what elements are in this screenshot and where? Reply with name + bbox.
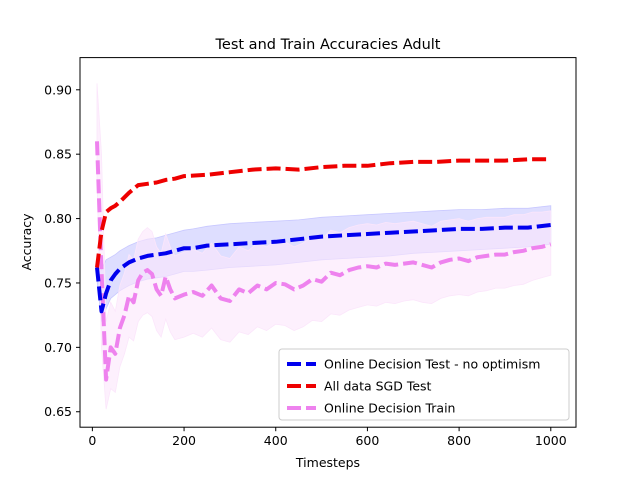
- legend-label-2: Online Decision Train: [324, 401, 455, 416]
- legend-label-0: Online Decision Test - no optimism: [324, 357, 540, 372]
- x-tick-label: 600: [355, 433, 379, 448]
- y-axis-ticks: 0.65 0.70 0.75 0.80 0.85 0.90: [44, 82, 80, 419]
- x-tick-label: 0: [88, 433, 96, 448]
- plot-frame: [79, 57, 577, 428]
- line-series-2: [95, 141, 552, 382]
- x-tick-label: 400: [264, 433, 288, 448]
- legend-box: [278, 348, 570, 421]
- x-axis-label: Timesteps: [295, 455, 360, 470]
- y-tick-label: 0.90: [44, 82, 72, 97]
- y-axis-label: Accuracy: [19, 213, 34, 271]
- y-tick-label: 0.75: [44, 275, 72, 290]
- series-lines: [95, 141, 552, 382]
- y-tick-label: 0.85: [44, 147, 72, 162]
- chart-title: Test and Train Accuracies Adult: [215, 37, 441, 53]
- legend: Online Decision Test - no optimism All da…: [278, 348, 570, 421]
- x-tick-label: 200: [172, 433, 196, 448]
- band-series-2: [96, 83, 552, 410]
- y-tick-label: 0.80: [44, 211, 72, 226]
- x-tick-label: 800: [447, 433, 471, 448]
- line-series-1: [95, 157, 551, 268]
- y-tick-label: 0.70: [44, 340, 72, 355]
- x-tick-label: 1000: [535, 433, 567, 448]
- legend-label-1: All data SGD Test: [324, 379, 432, 394]
- line-series-0: [95, 223, 552, 314]
- x-axis-ticks: 0 200 400 600 800 1000: [88, 427, 567, 448]
- y-tick-label: 0.65: [44, 404, 72, 419]
